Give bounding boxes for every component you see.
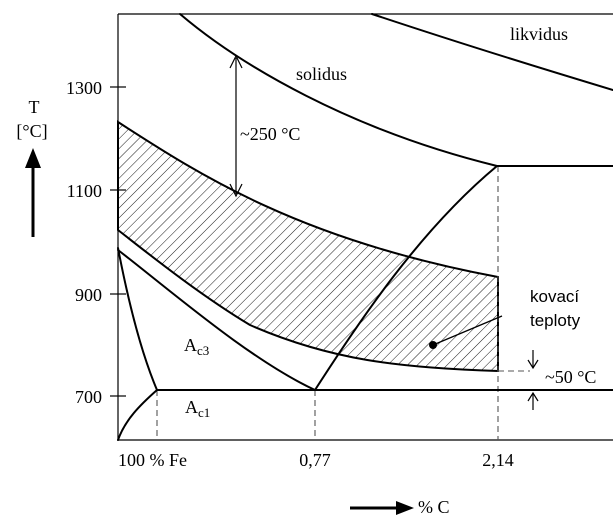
ac1-subscript: c1 bbox=[198, 405, 210, 420]
solidus-curve bbox=[179, 13, 613, 167]
y-axis-symbol: T bbox=[29, 97, 40, 117]
y-tick-label-700: 700 bbox=[75, 387, 102, 407]
y-tick-label-1100: 1100 bbox=[67, 181, 102, 201]
gap-250-label: ~250 °C bbox=[240, 124, 300, 144]
liquidus-curve bbox=[371, 13, 613, 91]
ac3-base: A bbox=[184, 335, 197, 355]
x-tick-label-fe: 100 % Fe bbox=[118, 450, 187, 470]
y-tick-label-1300: 1300 bbox=[66, 78, 102, 98]
gap-250-arrow bbox=[229, 54, 243, 198]
forging-label-line1: kovací bbox=[530, 287, 579, 306]
forging-leader-dot bbox=[429, 341, 437, 349]
ac3-subscript: c3 bbox=[197, 343, 209, 358]
forging-leader-line bbox=[432, 315, 503, 346]
solidus-label: solidus bbox=[296, 64, 347, 84]
alpha-curve bbox=[117, 389, 158, 441]
ac1-label: Ac1 bbox=[185, 397, 210, 420]
x-tick-label-214: 2,14 bbox=[482, 450, 514, 470]
ac3-label: Ac3 bbox=[184, 335, 209, 358]
y-tick-label-900: 900 bbox=[75, 285, 102, 305]
y-axis-arrow bbox=[25, 148, 41, 237]
y-axis-unit: [°C] bbox=[16, 121, 47, 141]
ecm-curve bbox=[314, 165, 498, 391]
x-tick-label-077: 0,77 bbox=[299, 450, 331, 470]
x-axis-arrow bbox=[350, 501, 414, 515]
forging-temperature-band bbox=[117, 120, 499, 373]
ac1-base: A bbox=[185, 397, 198, 417]
x-axis-label: % C bbox=[418, 497, 450, 517]
ac3-upper-curve bbox=[117, 249, 316, 391]
gap-50-arrows bbox=[527, 350, 539, 410]
liquidus-label: likvidus bbox=[510, 24, 568, 44]
gap-50-label: ~50 °C bbox=[545, 367, 596, 387]
ac3-lower-curve bbox=[117, 247, 158, 391]
forging-label-line2: teploty bbox=[530, 311, 581, 330]
